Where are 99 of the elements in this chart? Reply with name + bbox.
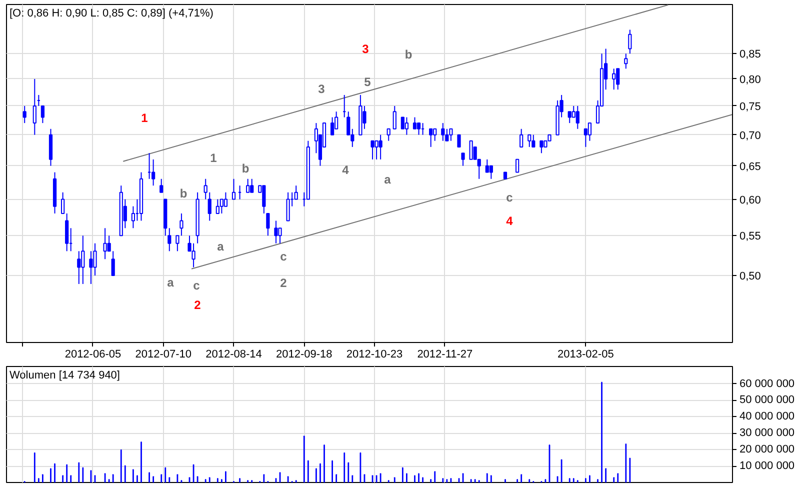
candlestick [416,122,421,136]
annotation: 3 [318,82,326,96]
candlestick [250,178,254,193]
annotation: b [180,186,188,200]
annotation: b [404,48,412,62]
candlestick [232,178,236,200]
candlestick [22,105,26,124]
annotation: c [193,278,200,292]
candlestick [220,198,224,214]
annotation: 5 [364,75,372,89]
candlestick [628,29,632,54]
chart-title: [O: 0,86 H: 0,90 L: 0,85 C: 0,89] (+4,71%) [10,8,214,20]
candlestick [370,140,374,160]
candlestick [274,220,278,244]
candlestick [386,128,390,142]
x-tick-label: 2012-07-10 [135,348,192,360]
candlestick [61,192,65,214]
y-tick-label: 10 000 000 [740,460,795,472]
y-tick-label: 50 000 000 [740,394,795,406]
candlestick [449,128,453,142]
chart-title: Wolumen [14 734 940] [10,370,120,382]
candlestick [103,228,107,260]
candlestick [516,158,520,173]
candlestick [65,212,69,252]
candlestick [412,116,417,130]
annotation: a [384,172,392,186]
annotation: c [506,190,514,204]
candlestick [286,192,290,222]
candlestick [204,178,208,200]
candlestick [208,192,212,222]
candlestick [461,152,465,166]
candlestick [216,198,220,214]
candlestick [588,122,592,142]
candlestick [224,192,228,207]
candlestick [429,128,433,148]
y-tick-label: 30 000 000 [740,427,795,440]
candlestick [433,128,437,142]
annotation: 2 [194,298,202,312]
y-tick-label: 0,65 [740,160,761,173]
candlestick [266,212,270,236]
candlestick [392,105,396,130]
annotation: b [242,162,250,176]
candlestick [441,122,445,142]
candlestick [528,134,532,148]
candlestick [246,178,250,193]
candlestick [89,250,93,284]
annotation: c [280,250,288,264]
annotation: 3 [362,42,370,56]
annotation: a [217,240,224,254]
annotation: a [167,276,174,290]
annotation: 4 [342,163,350,177]
candlestick [576,105,580,130]
candlestick [520,128,524,148]
y-tick-label: 0,60 [740,194,761,206]
y-tick-label: 0,55 [740,230,761,243]
x-tick-label: 2012-10-23 [346,348,403,360]
candlestick [262,185,266,214]
candlestick [378,134,382,160]
candlestick [176,235,180,252]
y-tick-label: 0,70 [740,130,761,142]
y-tick-label: 0,80 [740,74,761,86]
candlestick [616,68,620,90]
y-tick-label: 60 000 000 [740,378,795,390]
candlestick [568,111,572,124]
candlestick [278,228,282,244]
candlestick [32,78,36,136]
x-tick-label: 2012-09-18 [276,348,332,360]
candlestick [540,140,544,154]
annotation: 2 [280,276,288,290]
y-tick-label: 20 000 000 [740,444,795,456]
candlestick [40,105,45,124]
annotation: 1 [210,151,218,165]
candlestick [612,68,616,90]
x-tick-label: 2012-11-27 [417,348,473,360]
candlestick [168,228,172,252]
candlestick [485,158,489,173]
candlestick [77,250,81,284]
x-tick-label: 2012-08-14 [206,348,262,360]
candlestick [330,116,334,136]
candlestick [294,185,298,200]
y-tick-label: 40 000 000 [740,410,795,423]
annotation: 4 [506,214,514,228]
candlestick [374,140,378,160]
candlestick [404,116,409,136]
candlestick [489,165,493,180]
candlestick [469,140,473,160]
candlestick [160,178,164,193]
candlestick [624,53,628,70]
candlestick [192,242,196,268]
x-tick-label: 2013-02-05 [558,348,614,360]
y-tick-label: 0,85 [740,48,761,61]
candlestick [457,134,461,148]
candlestick [180,212,184,236]
candlestick [532,134,536,148]
annotation: 1 [141,111,148,125]
x-tick-label: 2012-06-05 [64,348,122,360]
y-tick-label: 0,50 [740,270,761,283]
y-tick-label: 0,75 [740,100,761,113]
candlestick [81,235,85,284]
